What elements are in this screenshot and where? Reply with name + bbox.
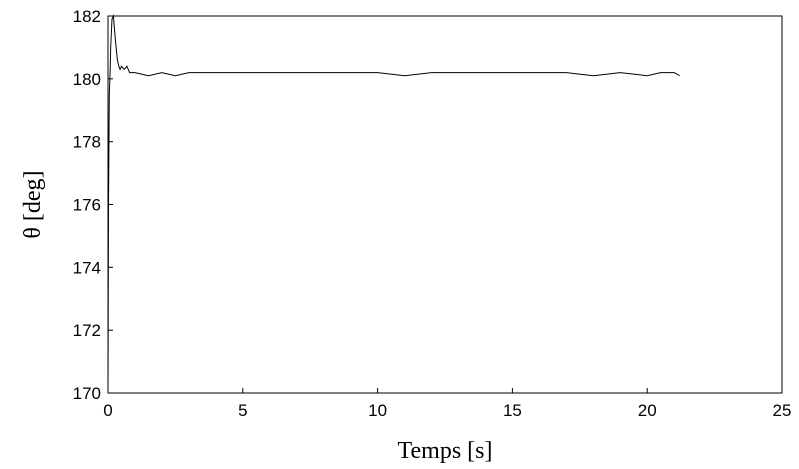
x-tick-label-0: 0 xyxy=(103,401,112,420)
tick-labels: 0 5 10 15 20 25 170 172 174 176 178 180 182 xyxy=(73,7,792,420)
series-line-0 xyxy=(107,14,680,394)
x-tick-label-5: 25 xyxy=(773,401,792,420)
y-tick-label-5: 180 xyxy=(73,70,101,89)
x-tick-label-2: 10 xyxy=(368,401,387,420)
x-tick-label-3: 15 xyxy=(503,401,522,420)
y-tick-label-4: 178 xyxy=(73,133,101,152)
y-tick-label-3: 176 xyxy=(73,196,101,215)
y-axis-label: θ [deg] xyxy=(20,170,46,238)
series-lines xyxy=(107,14,680,394)
x-tick-label-4: 20 xyxy=(638,401,657,420)
y-tick-label-2: 174 xyxy=(73,258,101,277)
plot-frame xyxy=(107,15,783,394)
x-tick-label-1: 5 xyxy=(238,401,247,420)
y-tick-label-0: 170 xyxy=(73,384,101,403)
y-tick-label-1: 172 xyxy=(73,321,101,340)
x-axis-label: Temps [s] xyxy=(398,438,493,464)
y-tick-label-6: 182 xyxy=(73,7,101,26)
